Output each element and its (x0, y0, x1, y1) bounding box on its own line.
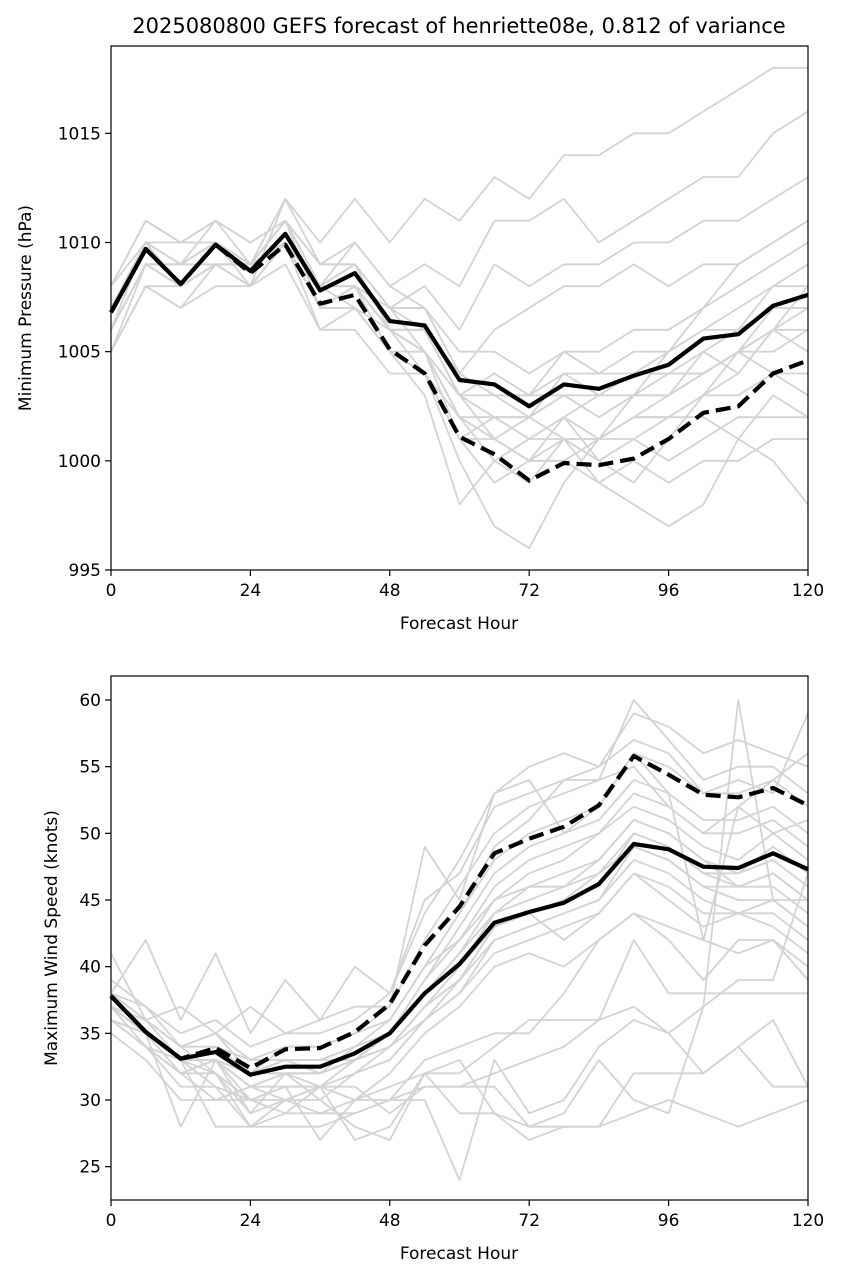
wind-y-tick-label: 30 (79, 1091, 101, 1111)
wind-member-line-16 (110, 752, 809, 1035)
wind-y-tick-label: 60 (79, 691, 101, 711)
wind-member-line-15 (110, 712, 809, 1061)
wind-member-line-25 (110, 1005, 809, 1141)
pressure-panel: 0 24 48 72 96 120 995 1000 1005 1010 1015 Forecast… (16, 45, 824, 634)
pressure-y-tick-label: 1000 (58, 452, 101, 472)
wind-member-line-26 (110, 699, 808, 1128)
pressure-x-tick-label: 120 (792, 581, 824, 601)
wind-y-tick-label: 35 (79, 1024, 101, 1044)
wind-plot-frame (110, 675, 809, 1201)
wind-x-tick-label: 24 (240, 1211, 262, 1231)
wind-x-axis-label: Forecast Hour (400, 1244, 518, 1264)
wind-y-axis-label: Maximum Wind Speed (knots) (42, 810, 62, 1066)
wind-x-tick-label: 0 (106, 1211, 117, 1231)
wind-solid-line (109, 841, 809, 1077)
wind-y-tick-label: 25 (79, 1158, 101, 1178)
wind-panel: 0 24 48 72 96 120 25 30 35 40 45 50 55 60 Forecast Ho… (42, 675, 824, 1264)
pressure-plot-frame (110, 45, 809, 571)
wind-dashed-line (109, 753, 809, 1071)
pressure-x-tick-label: 72 (518, 581, 540, 601)
pressure-member-line-9 (110, 66, 808, 287)
wind-y-tick-label: 40 (79, 958, 101, 978)
pressure-y-tick-label: 1015 (58, 124, 101, 144)
wind-member-line-17 (110, 752, 809, 1035)
wind-y-tick-label: 55 (79, 758, 101, 778)
wind-primary-lines (109, 753, 809, 1077)
pressure-x-tick-label: 48 (379, 581, 401, 601)
pressure-y-tick-label: 995 (69, 561, 101, 581)
pressure-x-tick-label: 0 (106, 581, 117, 601)
wind-member-line-23 (110, 1019, 809, 1181)
wind-x-tick-label: 120 (792, 1211, 824, 1231)
pressure-x-tick-label: 24 (240, 581, 262, 601)
wind-member-line-19 (110, 912, 809, 1115)
wind-member-lines (110, 699, 809, 1181)
wind-ticks: 0 24 48 72 96 120 25 30 35 40 45 50 55 60 (79, 691, 824, 1231)
wind-x-tick-label: 96 (658, 1211, 680, 1231)
wind-member-line-18 (110, 872, 809, 1128)
pressure-y-axis-label: Minimum Pressure (hPa) (16, 205, 36, 411)
pressure-x-axis-label: Forecast Hour (400, 614, 518, 634)
pressure-dashed-line (109, 242, 809, 483)
wind-member-line-24 (110, 1019, 808, 1141)
pressure-primary-lines (109, 231, 809, 483)
pressure-member-line-21 (110, 241, 809, 506)
pressure-x-tick-label: 96 (658, 581, 680, 601)
wind-member-line-21 (110, 939, 808, 1101)
pressure-y-tick-label: 1010 (58, 234, 101, 254)
wind-y-tick-label: 45 (79, 891, 101, 911)
chart-title: 2025080800 GEFS forecast of henriette08e… (132, 14, 785, 38)
pressure-y-tick-label: 1005 (58, 343, 101, 363)
wind-member-line-14 (110, 872, 809, 1075)
wind-member-line-3 (110, 712, 809, 1048)
pressure-member-lines (110, 66, 809, 550)
wind-x-tick-label: 72 (518, 1211, 540, 1231)
wind-x-tick-label: 48 (379, 1211, 401, 1231)
pressure-ticks: 0 24 48 72 96 120 995 1000 1005 1010 1015 (58, 124, 824, 601)
wind-y-tick-label: 50 (79, 824, 101, 844)
